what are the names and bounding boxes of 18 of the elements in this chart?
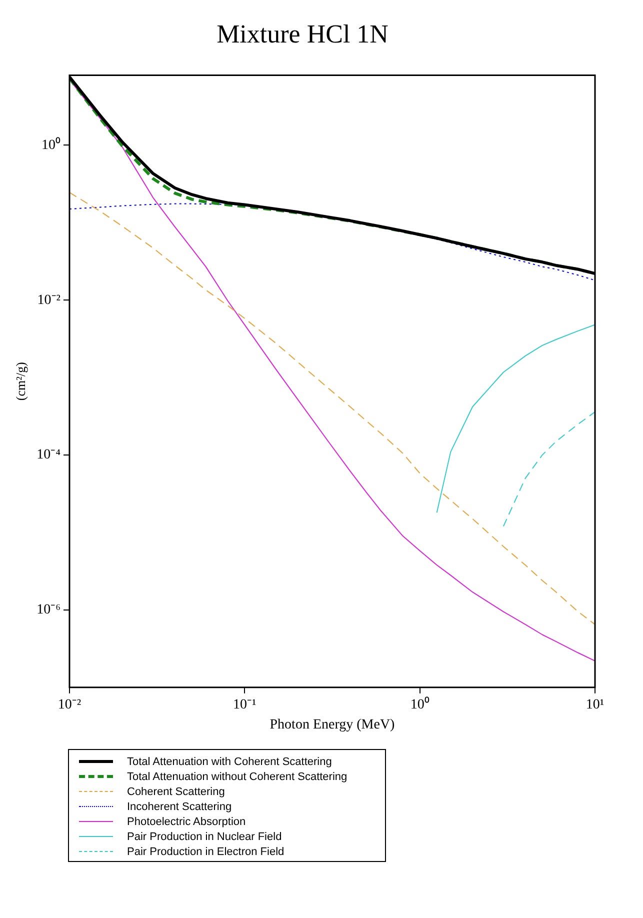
legend-label: Incoherent Scattering bbox=[127, 800, 232, 812]
legend-label: Pair Production in Electron Field bbox=[127, 846, 284, 858]
legend-label: Photoelectric Absorption bbox=[127, 816, 246, 828]
y-tick-label: 10⁻² bbox=[37, 292, 60, 308]
y-tick-label: 10⁻⁴ bbox=[36, 448, 61, 463]
y-tick-label: 10⁰ bbox=[41, 136, 60, 153]
y-tick-label: 10⁻⁶ bbox=[36, 602, 61, 618]
legend-label: Pair Production in Nuclear Field bbox=[127, 830, 282, 842]
legend-label: Total Attenuation without Coherent Scattering bbox=[127, 770, 348, 782]
legend-label: Coherent Scattering bbox=[127, 786, 225, 798]
y-axis-title: (cm²/g) bbox=[13, 362, 28, 401]
x-tick-label: 10¹ bbox=[586, 697, 604, 712]
x-axis-title: Photon Energy (MeV) bbox=[270, 717, 396, 732]
x-tick-label: 10⁻² bbox=[58, 697, 82, 712]
x-tick-label: 10⁻¹ bbox=[233, 697, 256, 712]
x-tick-label: 10⁰ bbox=[410, 696, 430, 712]
chart-title: Mixture HCl 1N bbox=[216, 19, 389, 48]
legend-label: Total Attenuation with Coherent Scattering bbox=[127, 756, 332, 768]
